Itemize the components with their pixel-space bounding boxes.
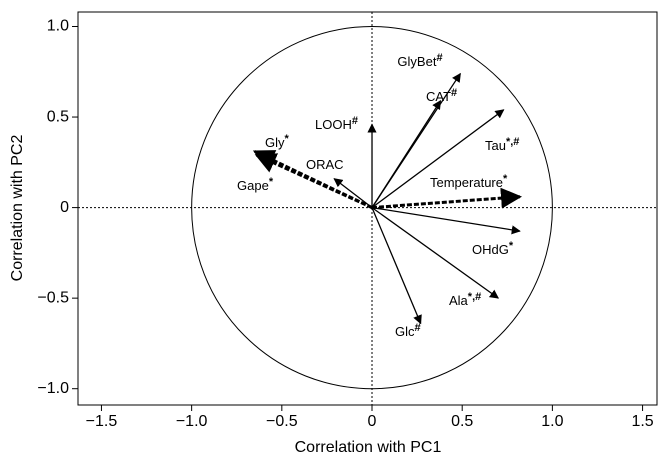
vector-name: ORAC xyxy=(306,157,344,172)
vector-mark: # xyxy=(352,115,358,127)
vector-label: Gly* xyxy=(265,133,290,150)
vector-arrow xyxy=(254,153,373,209)
vector-name: Temperature xyxy=(430,175,503,190)
vector-name: CAT xyxy=(426,89,451,104)
x-tick-label: −1.0 xyxy=(176,413,208,430)
vector-name: Ala xyxy=(449,293,469,308)
vector-arrow xyxy=(371,187,523,210)
vector-label: ORAC xyxy=(306,157,344,172)
vector-mark: # xyxy=(415,322,421,334)
vector-mark: *,# xyxy=(506,136,519,148)
vector-name: OHdG xyxy=(472,242,509,257)
vector-name: Gape xyxy=(237,178,269,193)
x-tick-label: 0 xyxy=(368,413,377,430)
vector-label: GlyBet# xyxy=(397,52,442,69)
vector-name: Tau xyxy=(485,138,506,153)
vector-arrow xyxy=(371,207,422,325)
y-axis-label: Correlation with PC2 xyxy=(9,135,26,282)
y-tick-label: −1.0 xyxy=(37,380,69,397)
vector-arrow xyxy=(371,109,505,209)
vector-mark: # xyxy=(436,52,442,64)
vector-label: CAT# xyxy=(426,87,457,104)
x-tick-label: −0.5 xyxy=(266,413,298,430)
vector-arrow xyxy=(371,207,500,299)
x-tick-label: 1.5 xyxy=(631,413,653,430)
vector-label: Tau*,# xyxy=(485,136,519,153)
vector-mark: * xyxy=(503,173,508,185)
plot-frame xyxy=(77,11,658,406)
x-tick-label: −1.5 xyxy=(86,413,118,430)
vector-label: OHdG* xyxy=(472,240,514,257)
x-tick-label: 1.0 xyxy=(541,413,563,430)
vector-label: LOOH# xyxy=(315,115,358,132)
x-tick-label: 0.5 xyxy=(451,413,473,430)
vector-name: Gly xyxy=(265,135,285,150)
vector-name: LOOH xyxy=(315,117,352,132)
vector-label: Ala*,# xyxy=(449,291,481,308)
vector-label: Temperature* xyxy=(430,173,508,190)
vector-mark: *,# xyxy=(468,291,481,303)
vector-mark: # xyxy=(451,87,457,99)
vector-arrow xyxy=(333,178,373,209)
vector-arrow xyxy=(371,99,442,208)
y-tick-label: 0.5 xyxy=(47,108,69,125)
vector-label: Gape* xyxy=(237,176,274,193)
vector-arrow xyxy=(371,206,521,235)
vector-mark: * xyxy=(269,176,274,188)
y-tick-label: −0.5 xyxy=(37,289,69,306)
y-tick-label: 1.0 xyxy=(47,18,69,35)
vector-mark: * xyxy=(509,240,514,252)
vector-label: Glc# xyxy=(395,322,421,339)
vector-mark: * xyxy=(285,133,290,145)
x-axis-label: Correlation with PC1 xyxy=(295,439,442,456)
y-tick-label: 0 xyxy=(60,199,69,216)
vector-name: GlyBet xyxy=(397,54,436,69)
vector-name: Glc xyxy=(395,324,415,339)
